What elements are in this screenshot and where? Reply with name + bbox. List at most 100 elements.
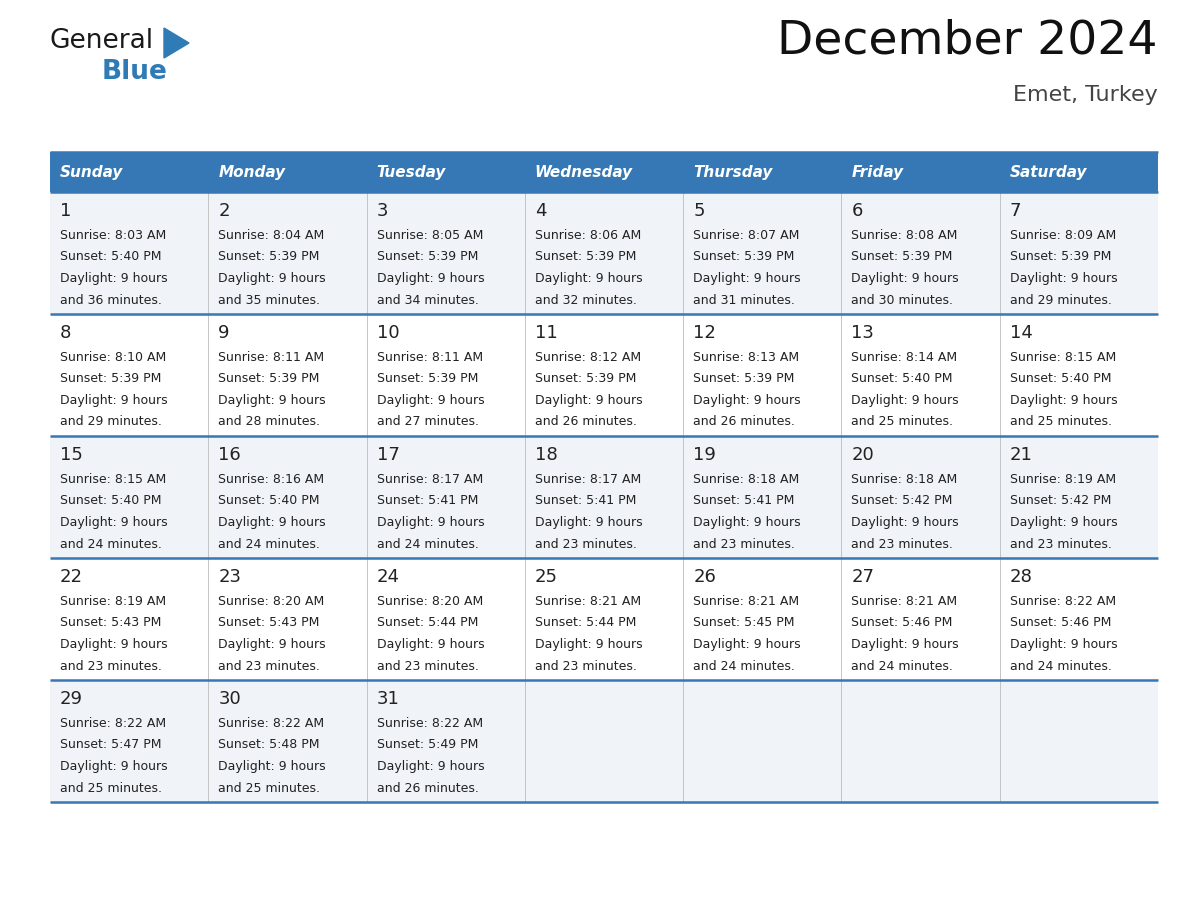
Text: Sunset: 5:39 PM: Sunset: 5:39 PM	[693, 251, 795, 263]
Text: and 36 minutes.: and 36 minutes.	[61, 294, 162, 307]
Text: Sunrise: 8:18 AM: Sunrise: 8:18 AM	[693, 473, 800, 486]
Text: Sunset: 5:45 PM: Sunset: 5:45 PM	[693, 617, 795, 630]
Bar	[1000, 314, 1158, 436]
Text: Sunrise: 8:22 AM: Sunrise: 8:22 AM	[219, 717, 324, 730]
Bar	[1000, 436, 1158, 558]
Bar	[1000, 152, 1158, 192]
Bar	[208, 152, 367, 192]
Text: Daylight: 9 hours: Daylight: 9 hours	[535, 516, 643, 529]
Text: 21: 21	[1010, 446, 1032, 464]
Text: Daylight: 9 hours: Daylight: 9 hours	[61, 638, 168, 651]
Bar	[50, 558, 208, 680]
Text: Daylight: 9 hours: Daylight: 9 hours	[852, 394, 959, 407]
Text: Sunrise: 8:21 AM: Sunrise: 8:21 AM	[535, 595, 642, 608]
Text: Wednesday: Wednesday	[535, 164, 633, 180]
Text: Daylight: 9 hours: Daylight: 9 hours	[377, 760, 485, 773]
Bar	[367, 192, 525, 314]
Text: 20: 20	[852, 446, 874, 464]
Text: and 25 minutes.: and 25 minutes.	[61, 781, 162, 794]
Text: 27: 27	[852, 568, 874, 586]
Text: and 25 minutes.: and 25 minutes.	[219, 781, 321, 794]
Text: Sunset: 5:39 PM: Sunset: 5:39 PM	[61, 373, 162, 386]
Text: 28: 28	[1010, 568, 1032, 586]
Text: and 34 minutes.: and 34 minutes.	[377, 294, 479, 307]
Text: Daylight: 9 hours: Daylight: 9 hours	[1010, 638, 1118, 651]
Text: Daylight: 9 hours: Daylight: 9 hours	[693, 272, 801, 285]
Text: Sunset: 5:39 PM: Sunset: 5:39 PM	[535, 251, 637, 263]
Text: 9: 9	[219, 324, 229, 342]
Text: 13: 13	[852, 324, 874, 342]
Bar	[367, 152, 525, 192]
Text: December 2024: December 2024	[777, 18, 1158, 63]
Text: and 26 minutes.: and 26 minutes.	[535, 416, 637, 429]
Text: and 27 minutes.: and 27 minutes.	[377, 416, 479, 429]
Text: Daylight: 9 hours: Daylight: 9 hours	[693, 516, 801, 529]
Bar	[841, 152, 1000, 192]
Text: Sunset: 5:49 PM: Sunset: 5:49 PM	[377, 738, 478, 752]
Text: 12: 12	[693, 324, 716, 342]
Text: Sunrise: 8:11 AM: Sunrise: 8:11 AM	[377, 351, 482, 364]
Text: Daylight: 9 hours: Daylight: 9 hours	[219, 394, 326, 407]
Text: and 23 minutes.: and 23 minutes.	[61, 659, 162, 673]
Text: Sunrise: 8:10 AM: Sunrise: 8:10 AM	[61, 351, 166, 364]
Bar	[367, 436, 525, 558]
Text: Daylight: 9 hours: Daylight: 9 hours	[852, 638, 959, 651]
Text: Sunrise: 8:20 AM: Sunrise: 8:20 AM	[377, 595, 482, 608]
Text: Sunrise: 8:19 AM: Sunrise: 8:19 AM	[61, 595, 166, 608]
Text: 8: 8	[61, 324, 71, 342]
Text: and 35 minutes.: and 35 minutes.	[219, 294, 321, 307]
Bar	[367, 680, 525, 802]
Text: Daylight: 9 hours: Daylight: 9 hours	[1010, 272, 1118, 285]
Text: Daylight: 9 hours: Daylight: 9 hours	[1010, 516, 1118, 529]
Text: Daylight: 9 hours: Daylight: 9 hours	[377, 394, 485, 407]
Text: Sunset: 5:44 PM: Sunset: 5:44 PM	[535, 617, 637, 630]
Bar	[683, 152, 841, 192]
Text: Sunrise: 8:18 AM: Sunrise: 8:18 AM	[852, 473, 958, 486]
Text: Sunrise: 8:12 AM: Sunrise: 8:12 AM	[535, 351, 642, 364]
Bar	[208, 192, 367, 314]
Text: Sunset: 5:46 PM: Sunset: 5:46 PM	[1010, 617, 1111, 630]
Text: Sunrise: 8:04 AM: Sunrise: 8:04 AM	[219, 229, 324, 242]
Text: Sunrise: 8:09 AM: Sunrise: 8:09 AM	[1010, 229, 1116, 242]
Bar	[208, 680, 367, 802]
Text: 18: 18	[535, 446, 557, 464]
Text: Sunrise: 8:17 AM: Sunrise: 8:17 AM	[535, 473, 642, 486]
Text: and 26 minutes.: and 26 minutes.	[693, 416, 795, 429]
Text: 30: 30	[219, 690, 241, 708]
Text: Sunrise: 8:03 AM: Sunrise: 8:03 AM	[61, 229, 166, 242]
Text: and 24 minutes.: and 24 minutes.	[377, 538, 479, 551]
Text: Sunrise: 8:22 AM: Sunrise: 8:22 AM	[1010, 595, 1116, 608]
Text: Sunrise: 8:06 AM: Sunrise: 8:06 AM	[535, 229, 642, 242]
Bar	[208, 436, 367, 558]
Text: Daylight: 9 hours: Daylight: 9 hours	[61, 272, 168, 285]
Text: Sunday: Sunday	[61, 164, 124, 180]
Text: 24: 24	[377, 568, 399, 586]
Text: Sunset: 5:40 PM: Sunset: 5:40 PM	[219, 495, 320, 508]
Text: Sunrise: 8:19 AM: Sunrise: 8:19 AM	[1010, 473, 1116, 486]
Text: Daylight: 9 hours: Daylight: 9 hours	[1010, 394, 1118, 407]
Text: Sunset: 5:40 PM: Sunset: 5:40 PM	[1010, 373, 1111, 386]
Bar	[50, 680, 208, 802]
Text: Sunrise: 8:11 AM: Sunrise: 8:11 AM	[219, 351, 324, 364]
Text: Sunrise: 8:13 AM: Sunrise: 8:13 AM	[693, 351, 800, 364]
Bar	[208, 314, 367, 436]
Text: 17: 17	[377, 446, 399, 464]
Bar	[50, 152, 208, 192]
Bar	[50, 436, 208, 558]
Text: and 25 minutes.: and 25 minutes.	[1010, 416, 1112, 429]
Text: Sunset: 5:41 PM: Sunset: 5:41 PM	[377, 495, 478, 508]
Polygon shape	[164, 28, 189, 58]
Text: 16: 16	[219, 446, 241, 464]
Text: Sunrise: 8:21 AM: Sunrise: 8:21 AM	[852, 595, 958, 608]
Bar	[208, 558, 367, 680]
Bar	[1000, 680, 1158, 802]
Text: 19: 19	[693, 446, 716, 464]
Bar	[525, 558, 683, 680]
Bar	[367, 558, 525, 680]
Text: Sunset: 5:39 PM: Sunset: 5:39 PM	[535, 373, 637, 386]
Text: Daylight: 9 hours: Daylight: 9 hours	[61, 394, 168, 407]
Text: and 25 minutes.: and 25 minutes.	[852, 416, 954, 429]
Text: Daylight: 9 hours: Daylight: 9 hours	[61, 760, 168, 773]
Text: Sunset: 5:42 PM: Sunset: 5:42 PM	[1010, 495, 1111, 508]
Text: Sunset: 5:39 PM: Sunset: 5:39 PM	[219, 251, 320, 263]
